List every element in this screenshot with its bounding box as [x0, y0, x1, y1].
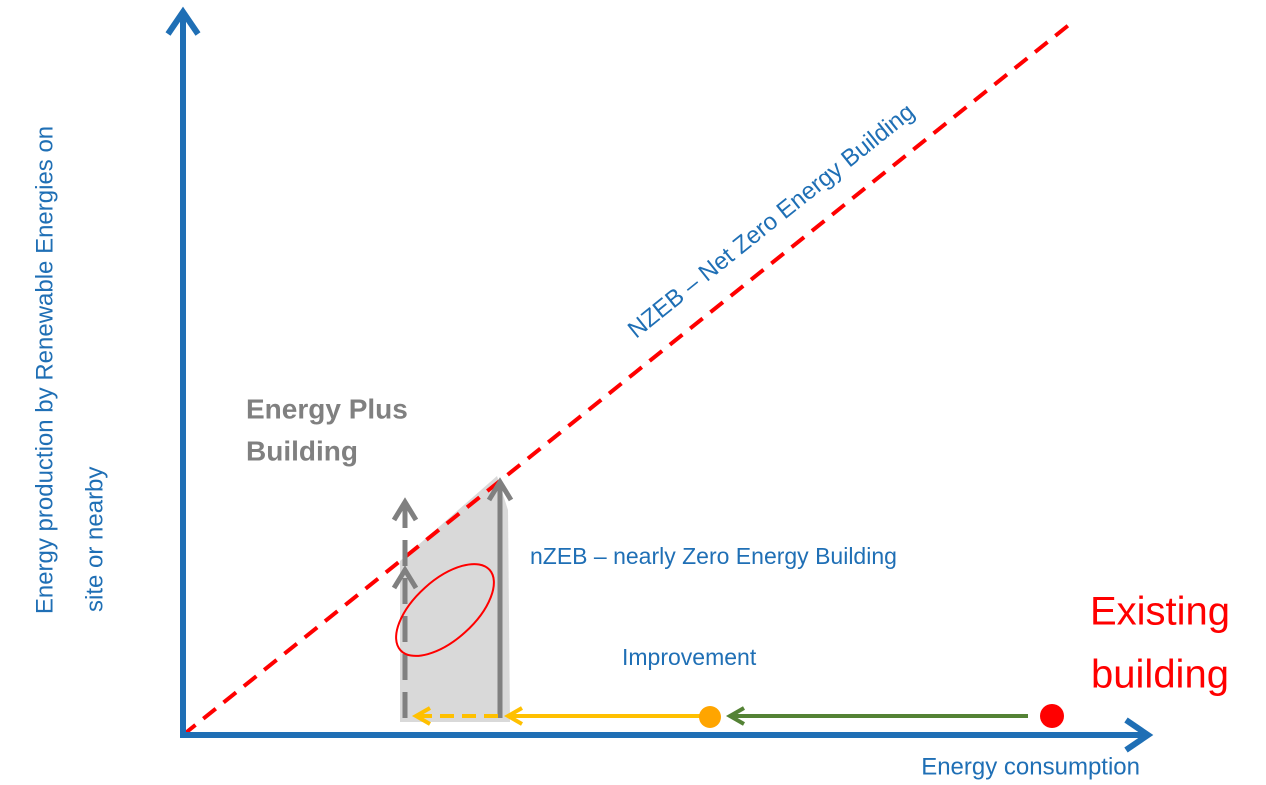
- improved-point: [699, 706, 721, 728]
- x-axis-label: Energy consumption: [921, 753, 1140, 780]
- yellow-arrowhead: [503, 706, 523, 726]
- green-arrowhead: [725, 706, 745, 726]
- existing-point: [1040, 704, 1064, 728]
- gray-arrowhead: [486, 477, 514, 502]
- shaded-region: [400, 476, 510, 722]
- improvement-label: Improvement: [622, 644, 757, 670]
- nzeb-label: NZEB – Net Zero Energy Building: [623, 98, 920, 343]
- y-axis-label: Energy production by Renewable Energies …: [31, 126, 58, 614]
- gray-arrowhead: [391, 497, 419, 522]
- existing-label: Existing: [1090, 590, 1230, 634]
- yellow-arrowhead: [411, 706, 431, 726]
- energy-plus-label: Energy Plus: [246, 393, 408, 424]
- y-axis-label: site or nearby: [81, 467, 108, 612]
- nzeb-nearly-label: nZEB – nearly Zero Energy Building: [530, 543, 897, 569]
- gray-arrowhead: [391, 565, 419, 590]
- highlight-ellipse: [395, 563, 495, 657]
- existing-label: building: [1091, 653, 1229, 697]
- x-axis-arrowhead: [1124, 717, 1154, 753]
- nzeb-line: [181, 18, 1077, 737]
- y-axis-arrowhead: [165, 6, 201, 36]
- energy-plus-label: Building: [246, 435, 358, 466]
